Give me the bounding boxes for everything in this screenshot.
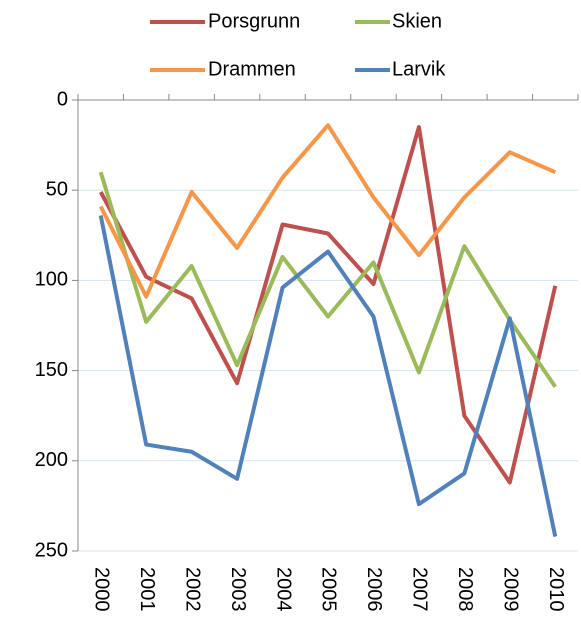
y-tick-label: 250 [35,539,68,561]
x-tick-label: 2009 [500,567,522,612]
series-line [98,125,558,485]
y-tick-label: 150 [35,359,68,381]
x-tick-label: 2003 [227,567,249,612]
x-tick-label: 2002 [181,567,203,612]
legend-label: Porsgrunn [208,10,300,32]
x-tick-label: 2005 [318,567,340,612]
x-tick-label: 2008 [454,567,476,612]
legend-label: Drammen [208,58,296,80]
y-tick-label: 50 [46,178,68,200]
x-tick-label: 2007 [409,567,431,612]
y-tick-label: 0 [57,88,68,110]
series-line [98,123,557,299]
x-tick-label: 2000 [90,567,112,612]
legend-label: Skien [392,10,442,32]
x-tick-label: 2001 [136,567,158,612]
x-tick-label: 2006 [363,567,385,612]
x-tick-label: 2004 [272,567,294,612]
series-line [98,171,557,388]
y-tick-label: 100 [35,269,68,291]
legend-label: Larvik [392,58,446,80]
x-tick-label: 2010 [545,567,567,612]
series-line [98,215,558,537]
y-tick-label: 200 [35,449,68,471]
